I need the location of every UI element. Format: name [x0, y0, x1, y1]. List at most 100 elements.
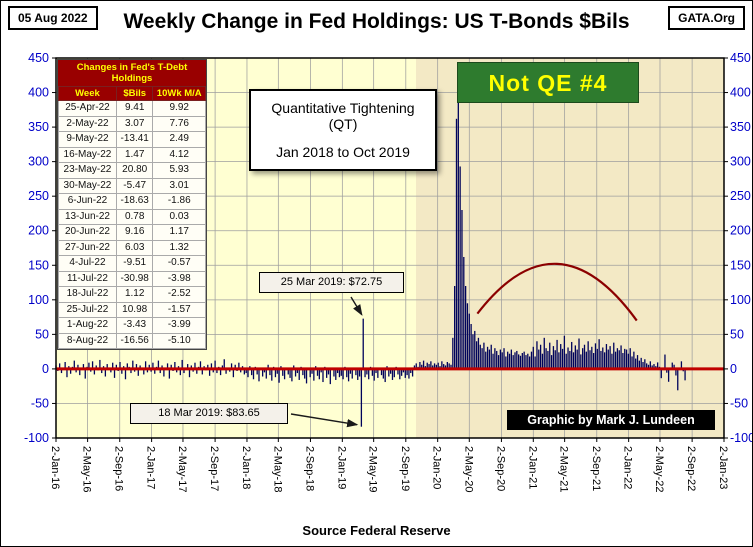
weekly-bar — [426, 362, 428, 369]
weekly-bar — [437, 362, 439, 369]
weekly-bar — [346, 368, 348, 378]
table-row: 11-Jul-22 -30.98 -3.98 — [58, 270, 206, 287]
not-qe-label: Not QE #4 — [457, 62, 639, 103]
weekly-bar — [622, 353, 624, 369]
weekly-bar — [368, 368, 370, 380]
weekly-bar — [499, 349, 502, 369]
weekly-bar — [571, 341, 573, 369]
weekly-bar — [251, 368, 253, 376]
weekly-bar — [168, 368, 171, 379]
weekly-bar — [362, 318, 364, 369]
weekly-bar — [364, 368, 366, 378]
table-row: 23-May-22 20.80 5.93 — [58, 162, 206, 179]
weekly-bar — [113, 368, 116, 378]
weekly-bar — [271, 368, 273, 381]
weekly-bar — [578, 338, 580, 369]
weekly-bar — [342, 368, 344, 380]
weekly-bar — [95, 365, 97, 369]
weekly-bar — [514, 352, 516, 369]
weekly-bar — [660, 368, 662, 379]
weekly-bar — [210, 363, 213, 369]
weekly-bar — [472, 334, 474, 369]
weekly-bar — [157, 360, 160, 369]
spike-up-annotation: 25 Mar 2019: $72.75 — [259, 272, 404, 293]
x-axis-label: 2-Jan-23 — [717, 446, 729, 489]
x-axis-label: 2-May-21 — [558, 446, 570, 492]
y-axis-label-right: -50 — [730, 396, 748, 410]
weekly-bar — [591, 346, 593, 369]
weekly-bar — [355, 368, 357, 376]
weekly-bar — [587, 341, 589, 369]
weekly-bar — [274, 368, 277, 378]
qe4-arc — [476, 262, 638, 322]
weekly-bar — [101, 368, 103, 374]
weekly-bar — [455, 118, 458, 369]
weekly-bar — [296, 368, 299, 374]
weekly-bar — [91, 361, 94, 369]
table-row: 8-Aug-22 -16.56 -5.10 — [58, 332, 206, 349]
weekly-bar — [419, 362, 421, 369]
weekly-bar — [463, 256, 465, 369]
weekly-bar — [93, 368, 96, 375]
table-row: 6-Jun-22 -18.63 -1.86 — [58, 193, 206, 210]
weekly-bar — [567, 347, 569, 369]
weekly-bar — [448, 363, 450, 369]
weekly-bar — [594, 343, 597, 369]
weekly-bar — [554, 350, 556, 369]
weekly-bar — [238, 362, 240, 369]
weekly-bar — [523, 351, 525, 369]
weekly-bar — [638, 360, 641, 369]
weekly-bar — [684, 368, 686, 381]
y-axis-label-right: 300 — [730, 155, 751, 169]
qt-line2: (QT) — [328, 116, 358, 132]
weekly-bar — [207, 364, 209, 369]
weekly-bar — [496, 350, 498, 369]
weekly-bar — [534, 356, 536, 369]
weekly-bar — [647, 364, 650, 369]
weekly-bar — [73, 360, 75, 369]
weekly-bar — [60, 368, 63, 374]
weekly-bar — [408, 368, 410, 379]
weekly-bar — [494, 348, 496, 369]
weekly-bar — [614, 351, 617, 369]
weekly-bar — [283, 368, 286, 380]
weekly-bar — [441, 361, 443, 369]
y-axis-label-left: -50 — [31, 396, 49, 410]
weekly-bar — [327, 368, 330, 375]
weekly-bar — [475, 341, 478, 369]
weekly-bar — [261, 368, 264, 377]
weekly-bar — [618, 350, 620, 369]
y-axis-label-left: 250 — [28, 189, 49, 203]
weekly-bar — [602, 347, 604, 369]
y-axis-label-left: -100 — [24, 431, 49, 445]
weekly-bar — [457, 80, 459, 369]
weekly-bar — [574, 345, 576, 369]
x-axis-label: 2-Sep-21 — [590, 446, 602, 491]
weekly-bar — [69, 368, 72, 374]
weekly-bar — [625, 349, 628, 369]
weekly-bar — [450, 364, 452, 369]
table-row: 20-Jun-22 9.16 1.17 — [58, 224, 206, 241]
x-axis-label: 2-May-18 — [271, 446, 283, 492]
weekly-bar — [563, 335, 566, 369]
y-axis-label-right: 200 — [730, 224, 751, 238]
weekly-bar — [580, 354, 582, 369]
weekly-bar — [492, 353, 494, 369]
weekly-bar — [66, 368, 68, 378]
weekly-bar — [384, 368, 386, 383]
weekly-bar — [88, 362, 90, 369]
weekly-bar — [603, 352, 606, 369]
weekly-bar — [75, 368, 77, 373]
weekly-bar — [483, 342, 485, 369]
weekly-bar — [245, 368, 247, 374]
weekly-bar — [366, 368, 368, 375]
weekly-bar — [305, 368, 308, 384]
weekly-bar — [468, 313, 470, 369]
table-column-header: $Bils — [115, 86, 154, 101]
weekly-bar — [201, 368, 203, 375]
weekly-bar — [176, 368, 178, 373]
weekly-bar — [190, 365, 192, 369]
weekly-bar — [223, 359, 225, 369]
date-box: 05 Aug 2022 — [8, 6, 98, 30]
weekly-bar — [256, 368, 258, 375]
